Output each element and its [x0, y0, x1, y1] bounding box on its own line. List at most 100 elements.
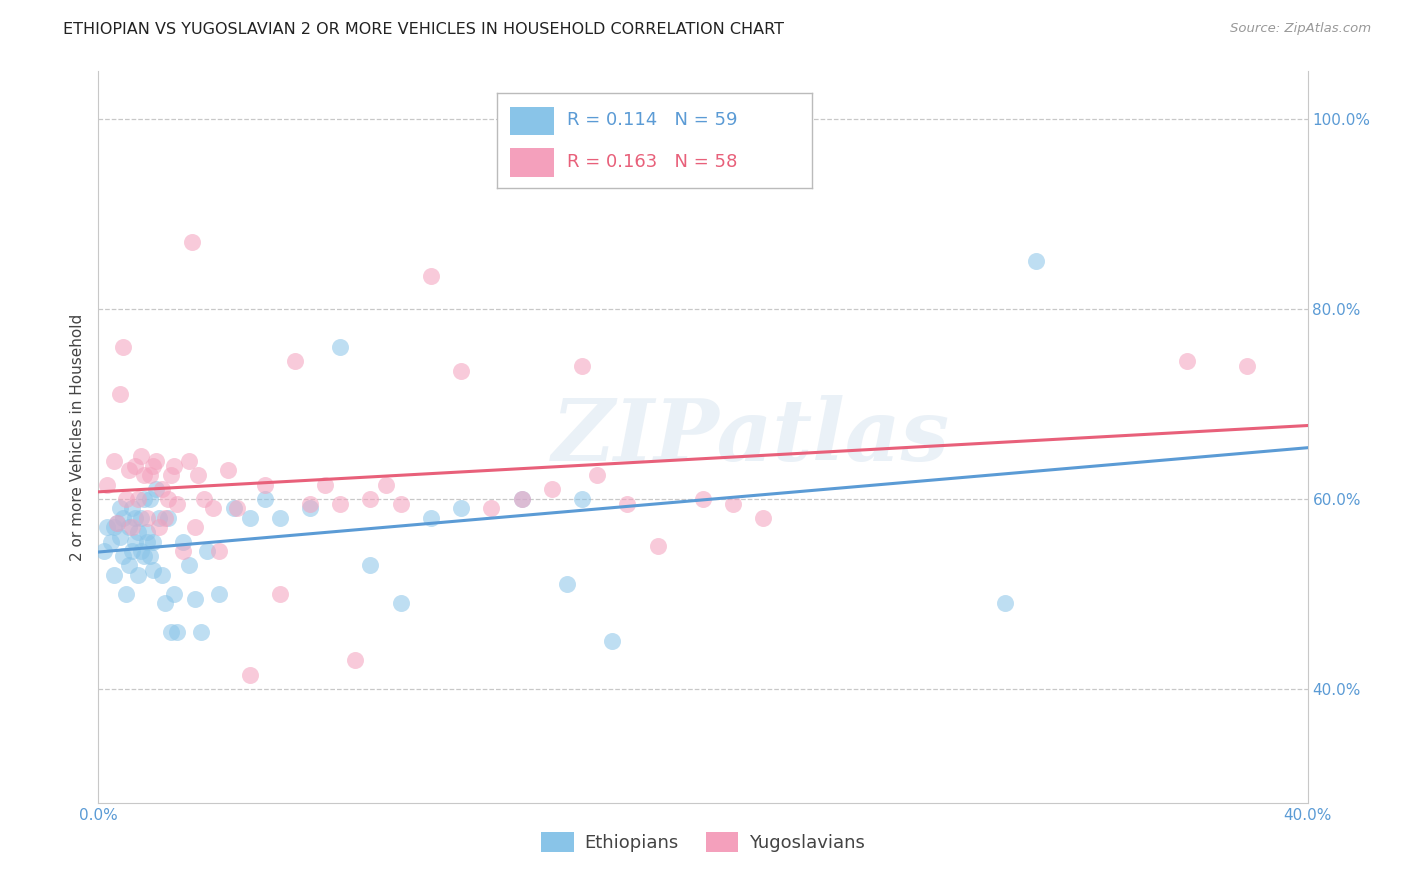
- Point: [124, 511, 146, 525]
- Point: [420, 268, 443, 283]
- Point: [269, 587, 291, 601]
- Point: [160, 624, 183, 639]
- Point: [160, 468, 183, 483]
- Point: [163, 587, 186, 601]
- Point: [105, 516, 128, 530]
- Point: [127, 524, 149, 539]
- Point: [208, 544, 231, 558]
- Point: [540, 483, 562, 497]
- Point: [190, 624, 212, 639]
- Point: [135, 524, 157, 539]
- Point: [389, 596, 412, 610]
- Point: [139, 468, 162, 483]
- Point: [153, 511, 176, 525]
- Point: [555, 577, 578, 591]
- Point: [193, 491, 215, 506]
- Point: [163, 458, 186, 473]
- Point: [111, 549, 134, 563]
- Point: [111, 511, 134, 525]
- Point: [124, 534, 146, 549]
- Point: [93, 544, 115, 558]
- Text: ETHIOPIAN VS YUGOSLAVIAN 2 OR MORE VEHICLES IN HOUSEHOLD CORRELATION CHART: ETHIOPIAN VS YUGOSLAVIAN 2 OR MORE VEHIC…: [63, 22, 785, 37]
- Point: [389, 497, 412, 511]
- Point: [510, 491, 533, 506]
- Point: [153, 596, 176, 610]
- Point: [103, 454, 125, 468]
- Point: [156, 511, 179, 525]
- Point: [616, 497, 638, 511]
- Point: [148, 511, 170, 525]
- Point: [108, 501, 131, 516]
- Point: [179, 454, 201, 468]
- Point: [118, 520, 141, 534]
- Point: [450, 363, 472, 377]
- Point: [114, 587, 136, 601]
- Point: [105, 516, 128, 530]
- Point: [602, 634, 624, 648]
- Point: [142, 534, 165, 549]
- Point: [132, 491, 155, 506]
- Point: [510, 491, 533, 506]
- Point: [127, 491, 149, 506]
- Point: [150, 567, 173, 582]
- Point: [1175, 354, 1198, 368]
- Point: [299, 501, 322, 516]
- Point: [571, 491, 593, 506]
- Point: [329, 340, 352, 354]
- Point: [184, 520, 207, 534]
- Point: [360, 491, 382, 506]
- Point: [253, 491, 276, 506]
- Point: [360, 558, 382, 573]
- Point: [103, 520, 125, 534]
- Point: [129, 511, 152, 525]
- Point: [142, 458, 165, 473]
- Point: [103, 567, 125, 582]
- Point: [420, 511, 443, 525]
- Point: [314, 477, 336, 491]
- Point: [145, 483, 167, 497]
- Point: [224, 501, 246, 516]
- Point: [166, 497, 188, 511]
- Point: [166, 624, 188, 639]
- Point: [114, 491, 136, 506]
- Text: ZIPatlas: ZIPatlas: [553, 395, 950, 479]
- Point: [723, 497, 745, 511]
- Point: [226, 501, 249, 516]
- Point: [299, 497, 322, 511]
- Point: [329, 497, 352, 511]
- Point: [121, 544, 143, 558]
- Point: [129, 449, 152, 463]
- Point: [752, 511, 775, 525]
- Point: [139, 491, 162, 506]
- Point: [132, 549, 155, 563]
- Point: [571, 359, 593, 373]
- Point: [179, 558, 201, 573]
- Point: [1024, 254, 1046, 268]
- Point: [96, 477, 118, 491]
- Point: [239, 667, 262, 681]
- Point: [145, 454, 167, 468]
- Point: [217, 463, 239, 477]
- Point: [127, 567, 149, 582]
- Point: [108, 530, 131, 544]
- Point: [450, 501, 472, 516]
- Point: [150, 483, 173, 497]
- Point: [135, 511, 157, 525]
- Point: [481, 501, 503, 516]
- Point: [156, 491, 179, 506]
- Point: [994, 596, 1017, 610]
- Point: [124, 458, 146, 473]
- Point: [132, 468, 155, 483]
- Point: [195, 544, 218, 558]
- Point: [121, 520, 143, 534]
- Point: [118, 558, 141, 573]
- Y-axis label: 2 or more Vehicles in Household: 2 or more Vehicles in Household: [69, 313, 84, 561]
- Point: [148, 520, 170, 534]
- Point: [586, 468, 609, 483]
- Point: [100, 534, 122, 549]
- Point: [692, 491, 714, 506]
- Point: [172, 534, 194, 549]
- Point: [129, 544, 152, 558]
- Point: [269, 511, 291, 525]
- Point: [253, 477, 276, 491]
